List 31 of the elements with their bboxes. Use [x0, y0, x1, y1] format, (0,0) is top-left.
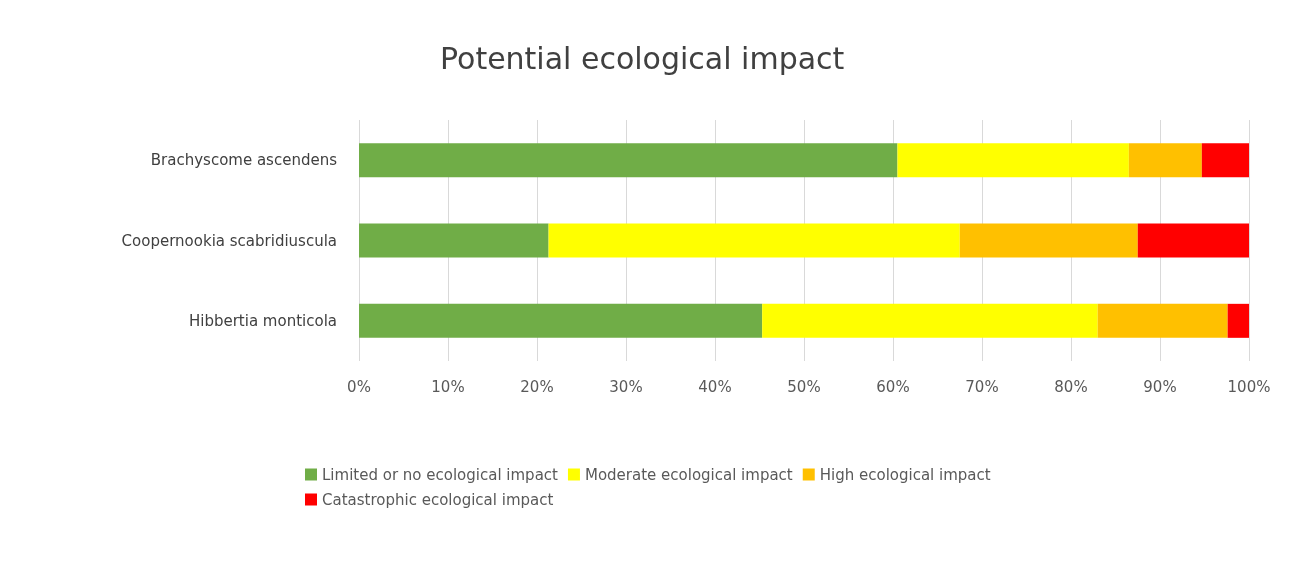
bar — [1137, 223, 1249, 258]
bar — [359, 303, 763, 338]
bar — [359, 143, 898, 178]
x-tick-label: 90% — [1143, 377, 1177, 396]
x-tick-label: 20% — [520, 377, 554, 396]
x-tick-label: 100% — [1227, 377, 1271, 396]
x-tick-label: 70% — [965, 377, 999, 396]
y-tick-label: Coopernookia scabridiuscula — [121, 231, 337, 250]
x-tick-label: 60% — [876, 377, 910, 396]
bar — [1128, 143, 1202, 178]
x-tick-label: 0% — [347, 377, 371, 396]
legend-label: High ecological impact — [819, 465, 991, 484]
bar — [359, 223, 549, 258]
legend-label: Moderate ecological impact — [584, 465, 793, 484]
bar — [1097, 303, 1228, 338]
x-tick-label: 40% — [698, 377, 732, 396]
legend-label: Catastrophic ecological impact — [322, 490, 554, 509]
bar — [897, 143, 1129, 178]
x-tick-label: 10% — [431, 377, 465, 396]
bar — [1201, 143, 1249, 178]
bar — [548, 223, 960, 258]
x-tick-label: 80% — [1054, 377, 1088, 396]
legend-label: Limited or no ecological impact — [322, 465, 559, 484]
y-tick-label: Hibbertia monticola — [188, 311, 337, 330]
bar — [1227, 303, 1249, 338]
chart-title: Potential ecological impact — [440, 40, 845, 76]
bar — [762, 303, 1098, 338]
x-tick-label: 30% — [609, 377, 643, 396]
y-tick-label: Brachyscome ascendens — [150, 151, 338, 170]
x-tick-label: 50% — [787, 377, 821, 396]
bar — [959, 223, 1138, 258]
